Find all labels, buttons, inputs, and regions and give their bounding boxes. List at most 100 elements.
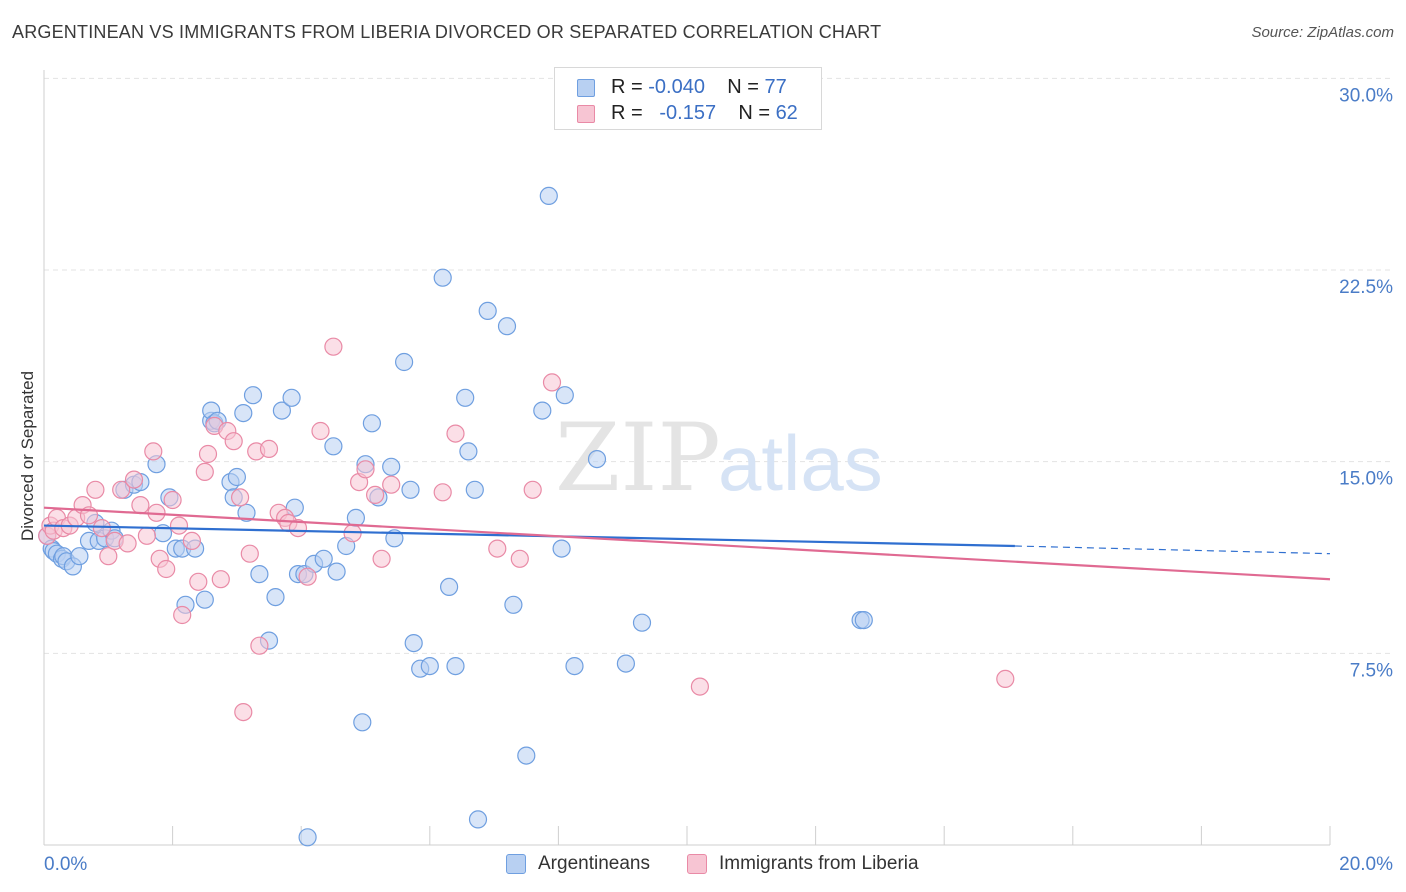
point-argentineans [237,503,256,522]
trend-line-argentineans-extension [1014,545,1331,555]
series-legend-swatch-argentineans [506,854,526,874]
point-argentineans [433,268,452,287]
point-argentineans [478,301,497,320]
y-tick-label: 7.5% [1350,660,1393,681]
point-liberia [382,475,401,494]
point-liberia [996,669,1015,689]
point-argentineans [465,480,484,499]
point-liberia [446,424,465,443]
point-liberia [157,559,176,579]
point-liberia [195,462,214,481]
point-liberia [372,549,391,568]
point-liberia [240,544,259,563]
point-argentineans [382,457,401,476]
point-argentineans [468,810,488,829]
y-axis-title: Divorced or Separated [18,371,37,541]
point-argentineans [459,442,478,461]
point-argentineans [539,186,558,205]
point-argentineans [552,539,571,558]
point-argentineans [517,746,536,765]
point-argentineans [401,480,420,499]
point-liberia [124,470,144,489]
point-argentineans [587,450,607,469]
point-argentineans [298,828,317,847]
point-liberia [144,442,163,461]
legend-swatch-argentineans [577,79,595,97]
watermark: ZIP atlas [555,404,883,513]
legend-text: R = -0.040 N = 77 [611,76,787,99]
point-liberia [523,480,542,499]
y-tick-label: 15.0% [1339,469,1393,490]
x-tick-marks [172,826,1331,845]
point-liberia [86,480,105,499]
y-tick-labels: 7.5% 15.0% 22.5% 30.0% [1339,85,1393,681]
point-argentineans [266,587,285,607]
x-tick-labels: 0.0% 20.0% [44,854,1393,875]
point-argentineans [446,656,465,676]
point-liberia [488,539,507,558]
correlation-legend: R = -0.040 N = 77 R = -0.157 N = 62 [554,67,822,130]
point-liberia [99,547,118,566]
point-liberia [250,636,269,655]
legend-r-label: R = [611,102,643,124]
point-liberia [356,460,375,479]
point-liberia [92,518,112,538]
point-argentineans [632,613,652,632]
point-liberia [311,421,330,441]
point-liberia [169,516,189,535]
point-argentineans [456,388,475,407]
point-argentineans [327,562,346,581]
x-tick-label-min: 0.0% [44,854,87,875]
point-argentineans [314,549,333,568]
point-argentineans [497,317,517,336]
y-tick-label: 30.0% [1339,85,1393,106]
chart-title: ARGENTINEAN VS IMMIGRANTS FROM LIBERIA D… [12,22,882,42]
point-liberia [433,483,452,502]
point-argentineans [250,564,269,584]
source-label: Source: ZipAtlas.com [1251,24,1394,41]
point-argentineans [555,386,574,405]
point-liberia [542,373,562,392]
x-tick-label-max: 20.0% [1339,854,1393,875]
series-legend: Argentineans Immigrants from Liberia [0,852,1406,878]
point-argentineans [227,467,246,487]
point-argentineans [195,590,214,609]
point-liberia [298,567,317,586]
point-liberia [510,549,529,568]
point-argentineans [243,386,263,405]
point-argentineans [234,404,253,423]
point-argentineans [504,595,523,614]
legend-r-value: -0.040 [648,76,705,98]
watermark-zip: ZIP [555,404,721,513]
point-argentineans [420,656,439,676]
point-argentineans [565,656,584,676]
point-liberia [366,485,385,504]
point-liberia [234,702,253,722]
legend-n-label: N = [738,102,770,124]
point-argentineans [440,577,459,597]
point-liberia [690,677,710,696]
series-legend-label: Argentineans [538,853,650,874]
legend-n-value: 77 [764,76,787,98]
point-liberia [288,518,308,538]
point-argentineans [854,610,873,630]
point-argentineans [324,437,343,456]
point-liberia [324,337,343,356]
legend-text: R = -0.157 N = 62 [611,102,798,125]
point-liberia [259,439,279,458]
legend-r-label: R = [611,76,643,98]
point-argentineans [282,388,301,407]
series-legend-swatch-liberia [687,854,707,874]
point-liberia [198,444,218,464]
legend-n-label: N = [727,76,759,98]
point-argentineans [616,654,636,673]
point-liberia [231,488,250,507]
point-liberia [112,480,131,499]
legend-r-value: -0.157 [659,102,717,124]
point-liberia [131,496,150,515]
point-liberia [137,526,156,545]
trend-lines [43,506,1331,581]
watermark-atlas: atlas [718,419,883,507]
y-tick-label: 22.5% [1339,277,1393,298]
series-legend-label: Immigrants from Liberia [719,853,919,874]
